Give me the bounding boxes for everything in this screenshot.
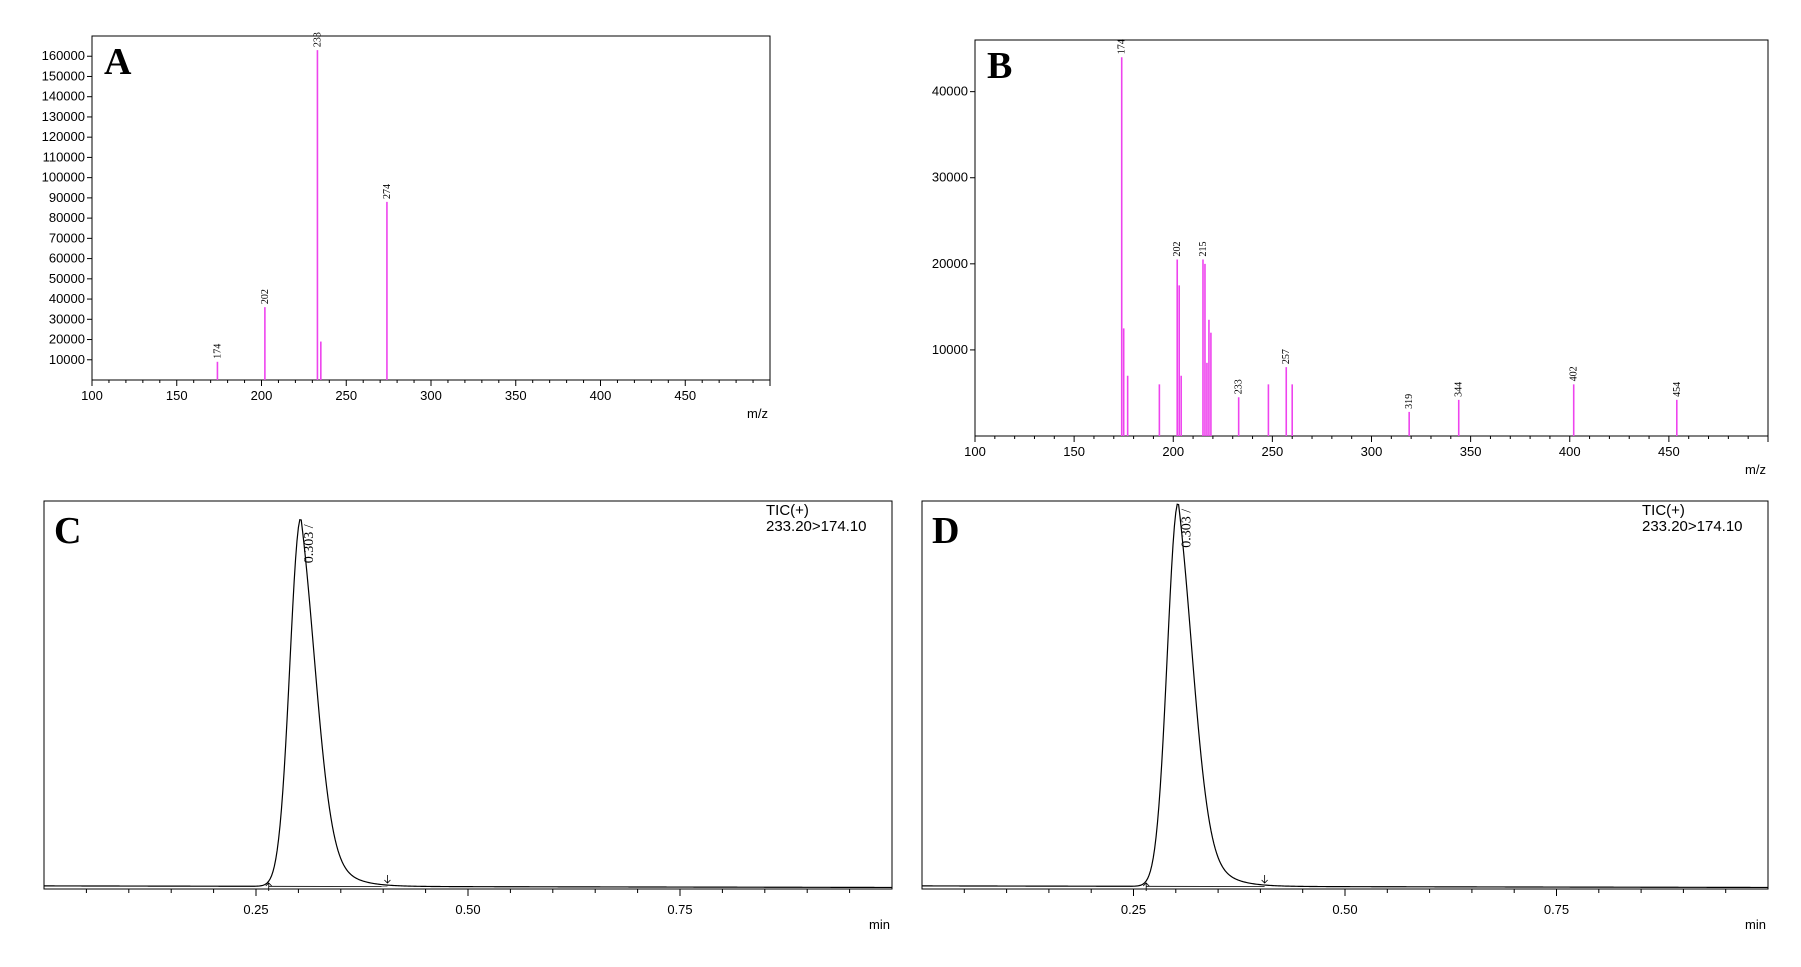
peak-start-marker bbox=[265, 882, 273, 891]
x-tick-label: 0.75 bbox=[667, 902, 692, 917]
x-tick-label: 300 bbox=[1361, 444, 1383, 459]
x-tick-label: 450 bbox=[1658, 444, 1680, 459]
x-axis-label: m/z bbox=[747, 406, 768, 421]
y-tick-label: 20000 bbox=[49, 332, 85, 347]
x-tick-label: 0.50 bbox=[1332, 902, 1357, 917]
x-tick-label: 150 bbox=[166, 388, 188, 403]
x-tick-label: 400 bbox=[590, 388, 612, 403]
x-tick-label: 250 bbox=[1262, 444, 1284, 459]
peak-end-marker bbox=[1261, 875, 1268, 884]
peak-label: 174 bbox=[212, 344, 223, 359]
peak-label: 274 bbox=[382, 184, 393, 199]
panel-letter: D bbox=[932, 510, 959, 552]
peak-label: 319 bbox=[1404, 394, 1415, 409]
panel-a: A 10000 20000 30000 40000 50000 60000 70000 8000… bbox=[30, 30, 898, 485]
y-tick-label: 40000 bbox=[49, 291, 85, 306]
x-tick-label: 350 bbox=[1460, 444, 1482, 459]
chromatogram-trace bbox=[922, 503, 1768, 889]
x-axis-label: m/z bbox=[1745, 462, 1766, 477]
x-axis-label: min bbox=[869, 917, 890, 932]
y-tick-label: 10000 bbox=[932, 342, 968, 357]
chromatogram-c: C TIC(+)233.20>174.10 0.25 0.50 0.75 min 0.303… bbox=[43, 500, 893, 932]
y-tick-label: 150000 bbox=[42, 68, 85, 83]
y-tick-label: 100000 bbox=[42, 170, 85, 185]
y-tick-label: 160000 bbox=[42, 48, 85, 63]
peak-label: 402 bbox=[1569, 366, 1580, 381]
plot-frame bbox=[43, 500, 893, 890]
chromatogram-trace bbox=[44, 518, 892, 889]
x-tick-label: 250 bbox=[335, 388, 357, 403]
trace-label: TIC(+) bbox=[766, 502, 809, 519]
x-tick-label: 0.25 bbox=[1121, 902, 1146, 917]
x-tick-label: 0.50 bbox=[455, 902, 480, 917]
mass-spectrum-a: A 10000 20000 30000 40000 50000 60000 70000 8000… bbox=[42, 32, 771, 421]
y-tick-label: 40000 bbox=[932, 84, 968, 99]
transition-label: 233.20>174.10 bbox=[1642, 518, 1743, 535]
peak-label: 202 bbox=[1172, 242, 1183, 257]
x-tick-label: 350 bbox=[505, 388, 527, 403]
panel-b: B 10000 20000 30000 40000 100 150 200 250 300 350 4… bbox=[912, 30, 1780, 485]
peak-end-marker bbox=[384, 875, 391, 884]
panel-letter: B bbox=[987, 45, 1012, 87]
peak-label: 174 bbox=[1117, 39, 1128, 54]
y-tick-label: 130000 bbox=[42, 109, 85, 124]
x-axis-label: min bbox=[1745, 917, 1766, 932]
panel-c: C TIC(+) 233.20>174.10 0.25 0.50 0.75 min 0.303… bbox=[30, 495, 898, 940]
x-tick-label: 200 bbox=[251, 388, 273, 403]
y-tick-label: 140000 bbox=[42, 89, 85, 104]
mass-spectrum-b: B 10000 20000 30000 40000 100 150 200 250 300 350 4… bbox=[932, 39, 1769, 477]
panel-d: D TIC(+) 233.20>174.10 0.25 0.50 0.75 min 0.303… bbox=[912, 495, 1780, 940]
x-tick-label: 100 bbox=[81, 388, 103, 403]
y-tick-label: 70000 bbox=[49, 230, 85, 245]
y-tick-label: 50000 bbox=[49, 271, 85, 286]
peak-label: 344 bbox=[1454, 382, 1465, 397]
peak-label: 202 bbox=[260, 289, 271, 304]
x-tick-label: 450 bbox=[674, 388, 696, 403]
peak-label: 454 bbox=[1672, 382, 1683, 397]
transition-label: 233.20>174.10 bbox=[766, 518, 867, 535]
y-tick-label: 10000 bbox=[49, 352, 85, 367]
plot-frame bbox=[974, 39, 1769, 437]
x-tick-label: 200 bbox=[1162, 444, 1184, 459]
trace-label: TIC(+) bbox=[1642, 502, 1685, 519]
x-tick-label: 100 bbox=[964, 444, 986, 459]
y-tick-label: 20000 bbox=[932, 256, 968, 271]
peak-label: 233 bbox=[312, 32, 323, 47]
y-tick-label: 110000 bbox=[43, 149, 85, 164]
plot-frame bbox=[921, 500, 1769, 890]
y-tick-label: 30000 bbox=[932, 170, 968, 185]
peak-label: 257 bbox=[1281, 349, 1292, 364]
panel-letter: C bbox=[54, 510, 81, 552]
x-tick-label: 0.75 bbox=[1544, 902, 1569, 917]
x-tick-label: 300 bbox=[420, 388, 442, 403]
peak-rt-label: 0.303 / bbox=[1179, 509, 1194, 548]
plot-frame bbox=[91, 35, 771, 381]
y-tick-label: 90000 bbox=[49, 190, 85, 205]
chromatogram-d: D TIC(+)233.20>174.10 0.25 0.50 0.75 min 0.303… bbox=[921, 500, 1769, 932]
y-tick-label: 80000 bbox=[49, 210, 85, 225]
x-tick-label: 150 bbox=[1063, 444, 1085, 459]
x-tick-label: 0.25 bbox=[243, 902, 268, 917]
panel-letter: A bbox=[104, 41, 132, 83]
peak-start-marker bbox=[1142, 882, 1150, 891]
y-tick-label: 120000 bbox=[42, 129, 85, 144]
peak-label: 215 bbox=[1198, 242, 1209, 257]
y-tick-label: 30000 bbox=[49, 311, 85, 326]
x-tick-label: 400 bbox=[1559, 444, 1581, 459]
peak-label: 233 bbox=[1234, 379, 1245, 394]
y-tick-label: 60000 bbox=[49, 251, 85, 266]
peak-rt-label: 0.303 / bbox=[302, 524, 317, 563]
